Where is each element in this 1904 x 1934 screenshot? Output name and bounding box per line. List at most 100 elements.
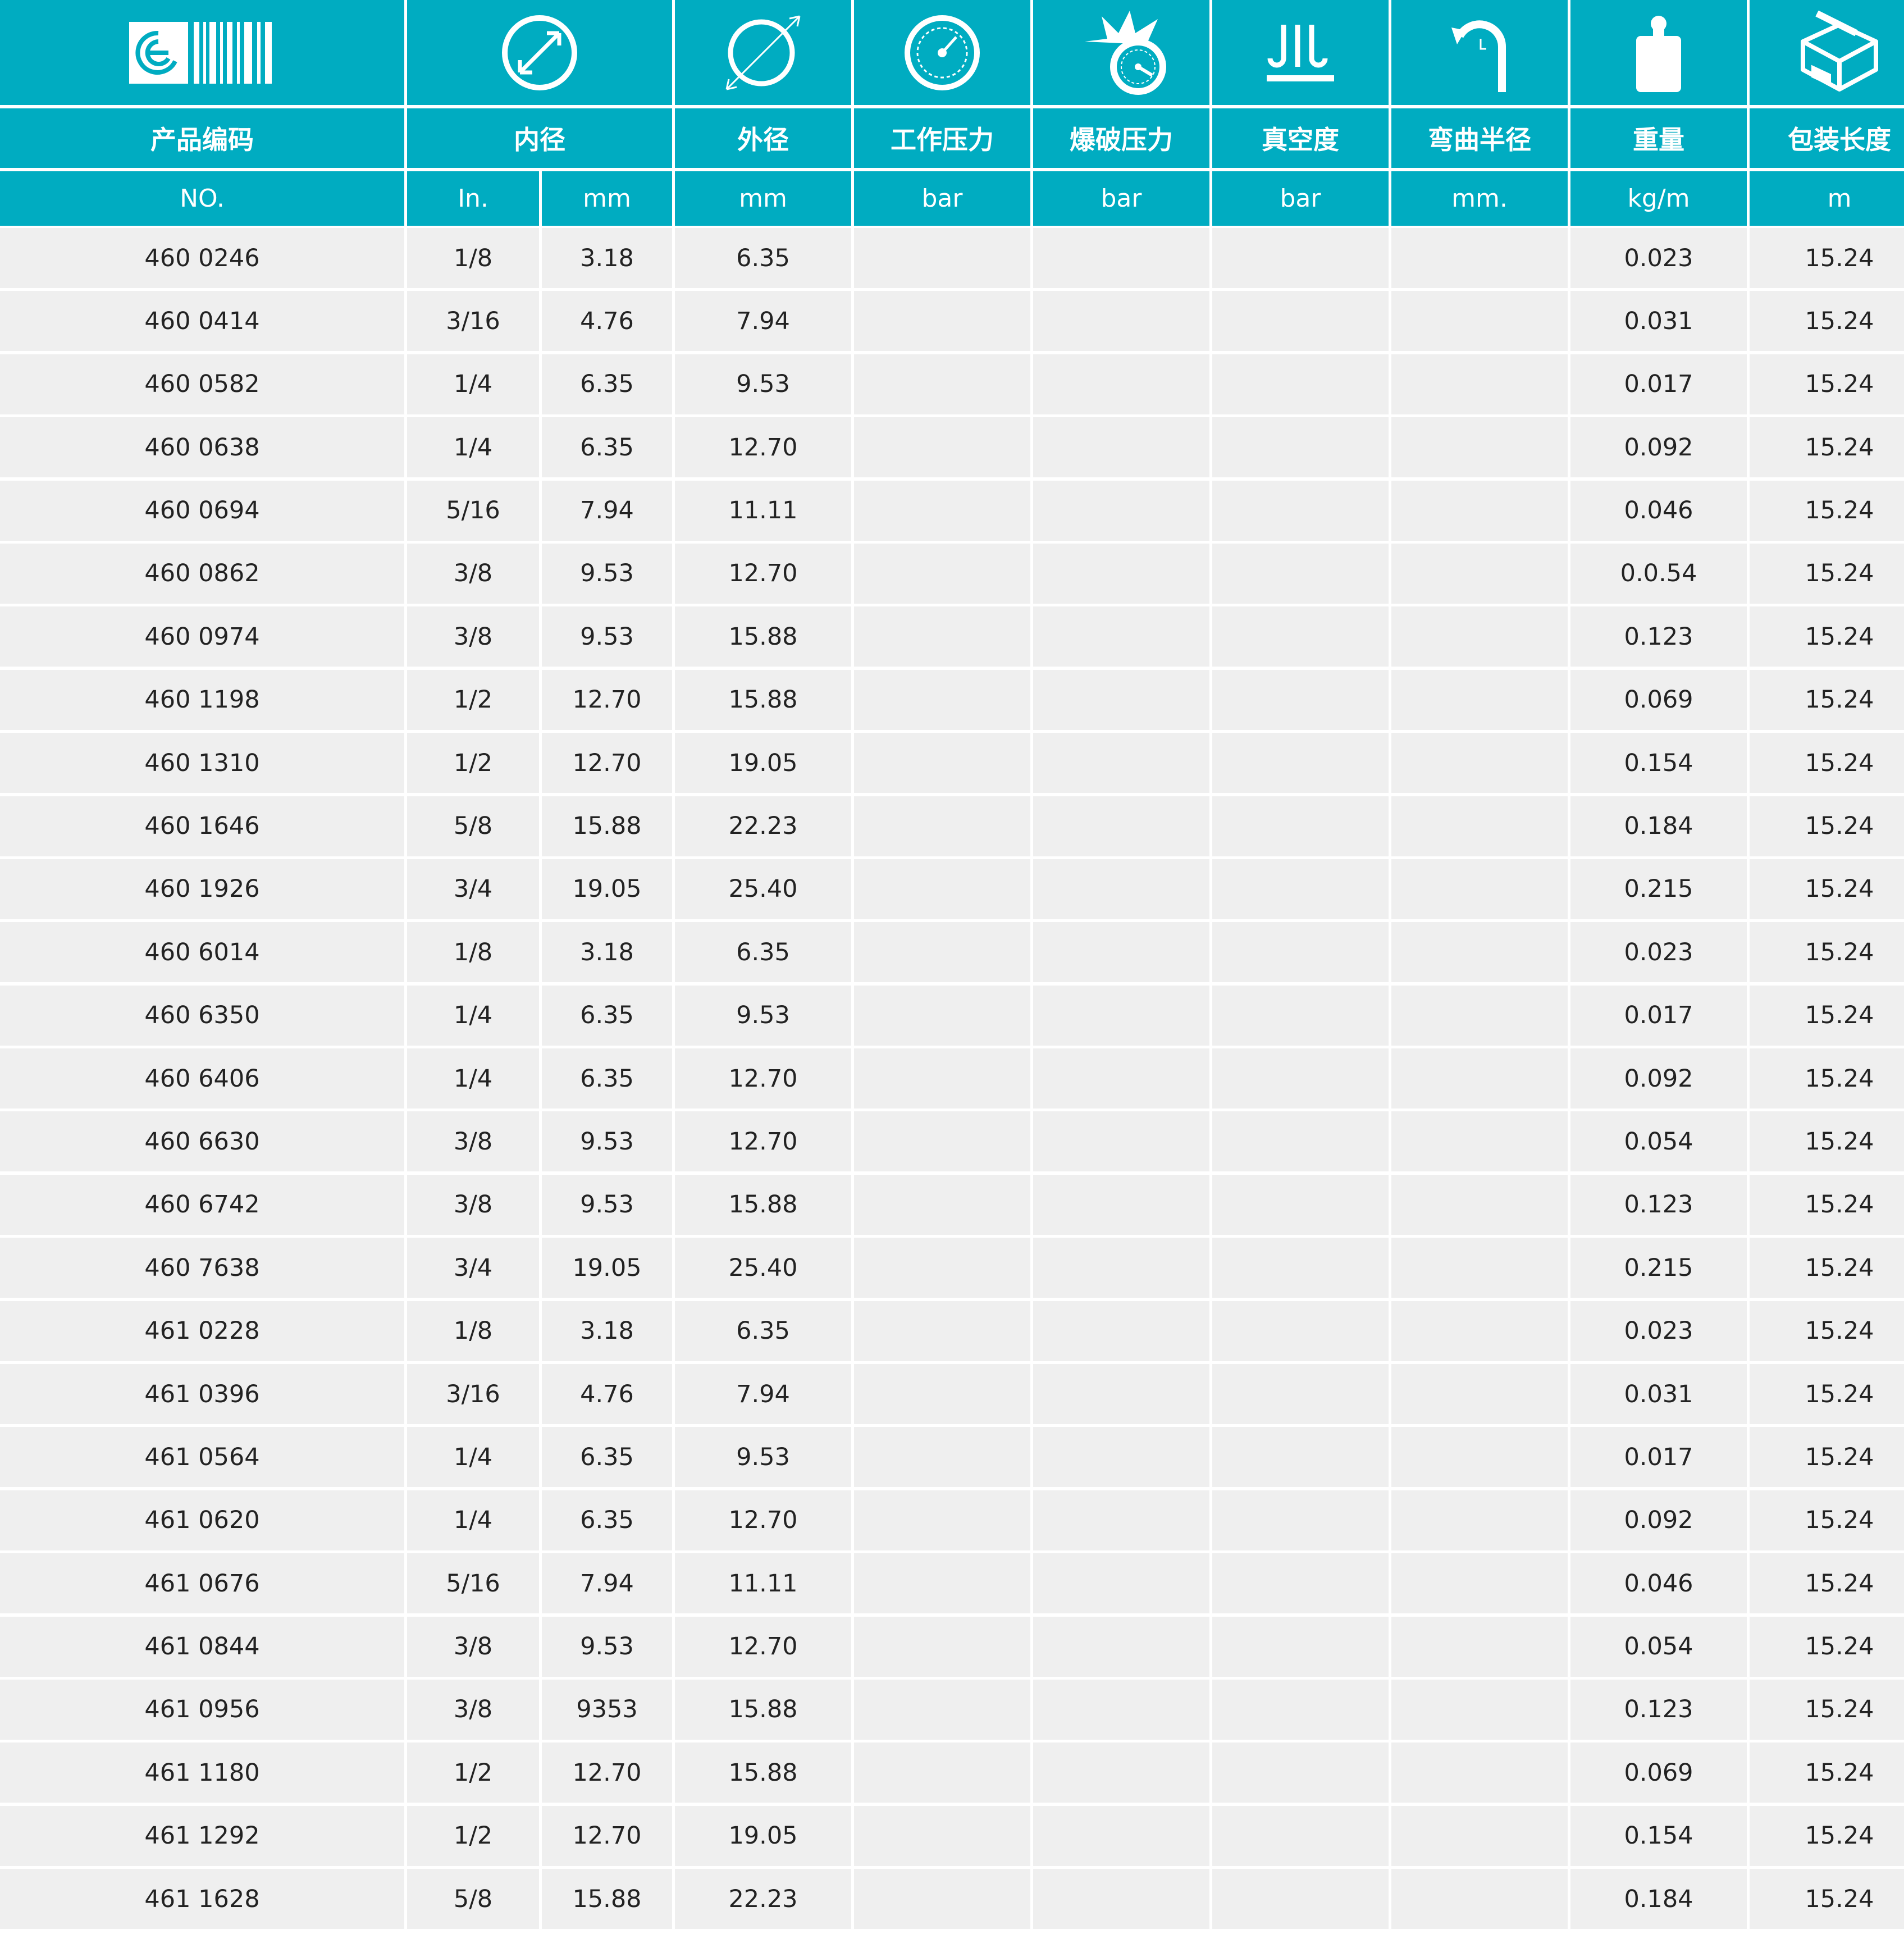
cell-package-length: 15.24 xyxy=(1750,1616,1904,1677)
cell-package-length: 15.24 xyxy=(1750,291,1904,352)
unit-length: m xyxy=(1750,171,1904,226)
cell-working-pressure xyxy=(854,669,1030,730)
cell-inner-mm: 3.18 xyxy=(542,228,672,288)
cell-inner-in: 1/4 xyxy=(407,1490,539,1550)
table-row: 460 1926 3/4 19.05 25.40 0.215 15.24 xyxy=(0,859,1904,919)
cell-package-length: 15.24 xyxy=(1750,985,1904,1046)
cell-outer-mm: 12.70 xyxy=(675,1111,851,1172)
cell-working-pressure xyxy=(854,1174,1030,1235)
table-row: 460 0862 3/8 9.53 12.70 0.0.54 15.24 xyxy=(0,543,1904,604)
table-row: 461 0844 3/8 9.53 12.70 0.054 15.24 xyxy=(0,1616,1904,1677)
cell-vacuum xyxy=(1212,859,1389,919)
cell-outer-mm: 9.53 xyxy=(675,1427,851,1488)
cell-outer-mm: 15.88 xyxy=(675,669,851,730)
cell-vacuum xyxy=(1212,669,1389,730)
cell-inner-mm: 6.35 xyxy=(542,1490,672,1550)
cell-weight: 0.031 xyxy=(1570,1364,1747,1425)
table-row: 461 1180 1/2 12.70 15.88 0.069 15.24 xyxy=(0,1743,1904,1803)
cell-outer-mm: 11.11 xyxy=(675,480,851,541)
cell-burst-pressure xyxy=(1033,1869,1209,1930)
cell-working-pressure xyxy=(854,606,1030,667)
cell-vacuum xyxy=(1212,1174,1389,1235)
cell-vacuum xyxy=(1212,985,1389,1046)
cell-bend-radius xyxy=(1391,1238,1568,1298)
table-row: 461 0676 5/16 7.94 11.11 0.046 15.24 xyxy=(0,1553,1904,1614)
cell-vacuum xyxy=(1212,1490,1389,1550)
cell-product-code: 461 0956 xyxy=(0,1679,404,1740)
cell-product-code: 460 6350 xyxy=(0,985,404,1046)
cell-outer-mm: 7.94 xyxy=(675,291,851,352)
cell-bend-radius xyxy=(1391,1174,1568,1235)
cell-outer-mm: 12.70 xyxy=(675,1616,851,1677)
cell-working-pressure xyxy=(854,1427,1030,1488)
cell-product-code: 460 1198 xyxy=(0,669,404,730)
pressure-gauge-icon xyxy=(854,0,1030,105)
cell-outer-mm: 15.88 xyxy=(675,1174,851,1235)
unit-bend-mm: mm. xyxy=(1391,171,1568,226)
table-row: 460 0246 1/8 3.18 6.35 0.023 15.24 xyxy=(0,228,1904,288)
cell-package-length: 15.24 xyxy=(1750,1869,1904,1930)
cell-weight: 0.123 xyxy=(1570,1679,1747,1740)
cell-package-length: 15.24 xyxy=(1750,796,1904,856)
cell-outer-mm: 11.11 xyxy=(675,1553,851,1614)
cell-product-code: 460 7638 xyxy=(0,1238,404,1298)
cell-burst-pressure xyxy=(1033,1364,1209,1425)
table-row: 461 1292 1/2 12.70 19.05 0.154 15.24 xyxy=(0,1805,1904,1866)
cell-weight: 0.092 xyxy=(1570,417,1747,478)
cell-weight: 0.184 xyxy=(1570,796,1747,856)
cell-bend-radius xyxy=(1391,1743,1568,1803)
cell-product-code: 460 1646 xyxy=(0,796,404,856)
cell-vacuum xyxy=(1212,543,1389,604)
cell-outer-mm: 19.05 xyxy=(675,1805,851,1866)
cell-inner-mm: 7.94 xyxy=(542,480,672,541)
cell-inner-in: 3/16 xyxy=(407,1364,539,1425)
cell-package-length: 15.24 xyxy=(1750,480,1904,541)
cell-burst-pressure xyxy=(1033,228,1209,288)
cell-inner-in: 3/8 xyxy=(407,1111,539,1172)
cell-inner-in: 1/2 xyxy=(407,669,539,730)
cell-inner-in: 3/8 xyxy=(407,543,539,604)
inner-diameter-icon xyxy=(407,0,672,105)
cell-weight: 0.069 xyxy=(1570,1743,1747,1803)
cell-burst-pressure xyxy=(1033,354,1209,414)
cell-bend-radius xyxy=(1391,543,1568,604)
cell-inner-mm: 12.70 xyxy=(542,1805,672,1866)
cell-vacuum xyxy=(1212,606,1389,667)
cell-weight: 0.017 xyxy=(1570,985,1747,1046)
cell-inner-in: 5/16 xyxy=(407,480,539,541)
cell-bend-radius xyxy=(1391,985,1568,1046)
cell-weight: 0.046 xyxy=(1570,480,1747,541)
cell-inner-mm: 3.18 xyxy=(542,1301,672,1361)
cell-product-code: 460 6630 xyxy=(0,1111,404,1172)
cell-outer-mm: 9.53 xyxy=(675,985,851,1046)
cell-weight: 0.154 xyxy=(1570,1805,1747,1866)
cell-bend-radius xyxy=(1391,1805,1568,1866)
cell-vacuum xyxy=(1212,1048,1389,1109)
unit-outer-mm: mm xyxy=(675,171,851,226)
cell-inner-mm: 9353 xyxy=(542,1679,672,1740)
cell-weight: 0.123 xyxy=(1570,1174,1747,1235)
cell-inner-in: 5/8 xyxy=(407,796,539,856)
cell-inner-in: 3/4 xyxy=(407,859,539,919)
cell-outer-mm: 6.35 xyxy=(675,1301,851,1361)
cell-bend-radius xyxy=(1391,669,1568,730)
unit-no: NO. xyxy=(0,171,404,226)
cell-working-pressure xyxy=(854,1553,1030,1614)
cell-inner-mm: 4.76 xyxy=(542,1364,672,1425)
cell-product-code: 460 1926 xyxy=(0,859,404,919)
cell-inner-in: 1/4 xyxy=(407,417,539,478)
cell-weight: 0.023 xyxy=(1570,1301,1747,1361)
cell-inner-mm: 12.70 xyxy=(542,1743,672,1803)
table-row: 460 6350 1/4 6.35 9.53 0.017 15.24 xyxy=(0,985,1904,1046)
cell-outer-mm: 12.70 xyxy=(675,1490,851,1550)
cell-package-length: 15.24 xyxy=(1750,1238,1904,1298)
unit-working-bar: bar xyxy=(854,171,1030,226)
package-box-icon xyxy=(1750,0,1904,105)
unit-in: In. xyxy=(407,171,539,226)
table-row: 460 1198 1/2 12.70 15.88 0.069 15.24 xyxy=(0,669,1904,730)
table-row: 460 0414 3/16 4.76 7.94 0.031 15.24 xyxy=(0,291,1904,352)
cell-bend-radius xyxy=(1391,1048,1568,1109)
table-row: 460 0694 5/16 7.94 11.11 0.046 15.24 xyxy=(0,480,1904,541)
cell-working-pressure xyxy=(854,1364,1030,1425)
cell-working-pressure xyxy=(854,1616,1030,1677)
